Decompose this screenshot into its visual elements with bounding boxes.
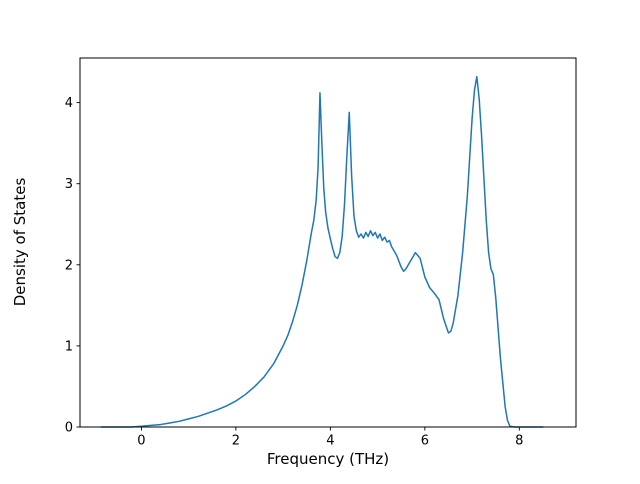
y-tick-label: 4 xyxy=(65,96,73,111)
axes-frame xyxy=(79,57,577,428)
x-tick-label: 6 xyxy=(421,434,429,449)
y-tick-label: 2 xyxy=(65,258,73,273)
y-axis-label: Density of States xyxy=(11,178,29,307)
y-tick-label: 3 xyxy=(65,177,73,192)
dos-curve xyxy=(100,75,544,428)
x-tick-label: 2 xyxy=(232,434,240,449)
y-tick-label: 1 xyxy=(65,339,73,354)
x-tick-label: 8 xyxy=(515,434,523,449)
y-tick-label: 0 xyxy=(65,421,73,436)
plot-area: 0 2 4 6 8 0 1 2 3 4 xyxy=(65,57,577,449)
x-axis-label: Frequency (THz) xyxy=(267,450,389,468)
x-tick-label: 4 xyxy=(326,434,334,449)
x-tick-label: 0 xyxy=(137,434,145,449)
